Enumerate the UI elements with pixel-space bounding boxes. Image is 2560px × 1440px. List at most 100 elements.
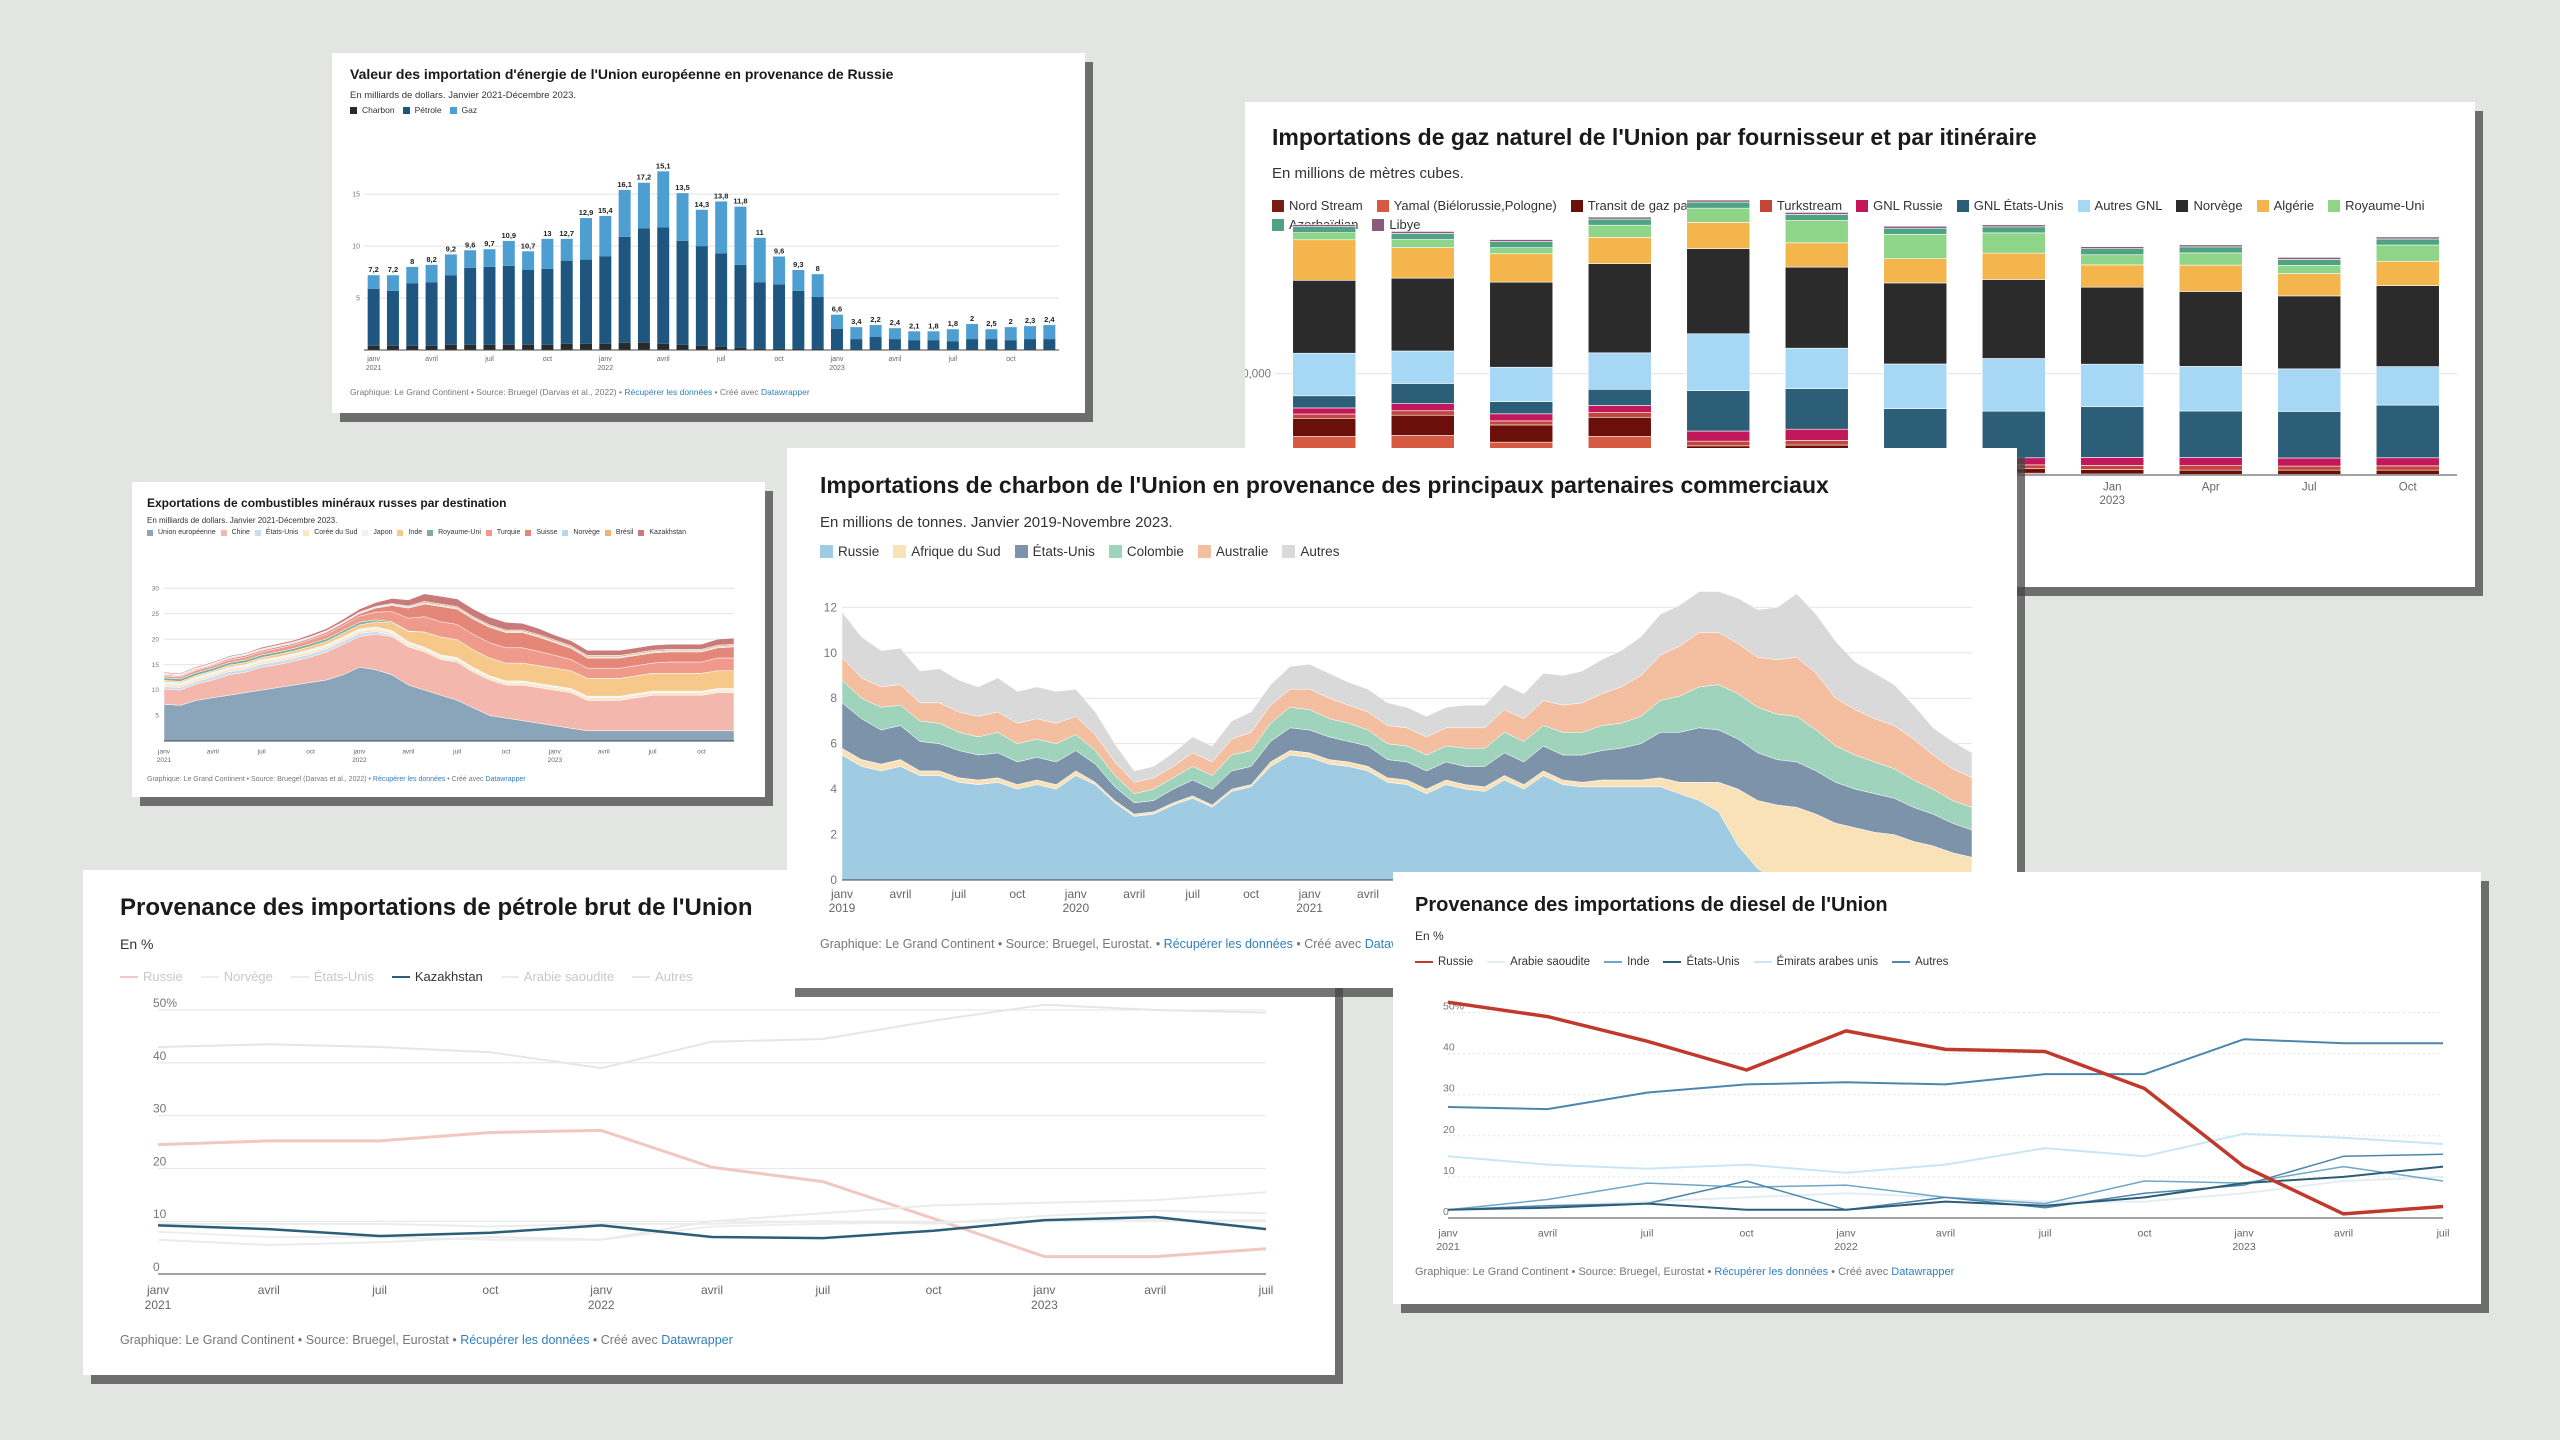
download-data-link[interactable]: Récupérer les données — [460, 1333, 590, 1347]
bar-segment — [2375, 366, 2440, 406]
x-tick-label: avril — [1123, 887, 1145, 901]
data-label: 2,4 — [890, 318, 901, 327]
legend-label: Norvège — [573, 529, 600, 536]
legend-item: Autres — [1892, 956, 1948, 968]
legend-swatch — [402, 106, 410, 114]
bar-segment — [2080, 286, 2145, 365]
legend-label: Brésil — [615, 529, 634, 536]
legend-label: Afrique du Sud — [911, 544, 1001, 559]
chart-subtitle: En % — [120, 936, 154, 952]
series-line — [157, 1191, 1267, 1246]
bar-segment — [869, 325, 882, 338]
legend-item: Libye — [1372, 215, 1420, 234]
bar-segment — [599, 256, 612, 344]
legend-swatch — [1108, 545, 1122, 558]
download-data-link[interactable]: Récupérer les données — [624, 387, 713, 397]
card-energie: Valeur des importation d'énergie de l'Un… — [332, 53, 1085, 413]
x-tick-label: juil — [257, 749, 267, 756]
bar-segment — [2375, 465, 2440, 471]
chart-footer: Graphique: Le Grand Continent • Source: … — [350, 387, 810, 397]
bar-segment — [753, 348, 766, 350]
x-tick-label: Jul — [2302, 482, 2317, 494]
legend-swatch — [1282, 545, 1296, 558]
bar-segment — [773, 284, 786, 349]
data-label: 8,2 — [426, 255, 436, 264]
datawrapper-link[interactable]: Datawrapper — [761, 387, 810, 397]
bar-segment — [2178, 469, 2243, 475]
bar-segment — [966, 339, 979, 350]
bar-segment — [850, 327, 863, 340]
series-line — [1447, 1038, 2443, 1111]
legend-swatch — [632, 975, 651, 978]
bar-segment — [1390, 231, 1455, 234]
bar-segment — [483, 266, 496, 345]
series-line — [158, 1209, 1267, 1228]
bar-segment — [1981, 252, 2046, 280]
x-tick-year: 2021 — [145, 1298, 172, 1312]
legend-label: Pétrole — [414, 105, 442, 115]
y-tick-label: 20 — [1443, 1124, 1455, 1136]
chart-title: Exportations de combustibles minéraux ru… — [147, 496, 507, 510]
bar-segment — [1292, 232, 1357, 241]
x-tick-year: 2023 — [829, 365, 845, 372]
bar-segment — [657, 343, 670, 350]
legend-swatch — [1663, 961, 1682, 963]
y-tick-label: 50,000 — [1245, 369, 1271, 381]
legend-item: Yamal (Biélorussie,Pologne) — [1376, 196, 1557, 215]
bar-segment — [2178, 244, 2243, 248]
bar-segment — [2375, 244, 2440, 262]
x-tick-label: janv — [1437, 1228, 1458, 1240]
chart-title: Valeur des importation d'énergie de l'Un… — [350, 66, 894, 82]
bar-segment — [695, 246, 708, 346]
chart-subtitle: En milliards de dollars. Janvier 2021-Dé… — [147, 516, 338, 525]
bar-segment — [2080, 248, 2145, 256]
x-tick-label: oct — [1006, 356, 1015, 363]
y-tick-label: 10 — [1443, 1165, 1455, 1177]
y-tick-label: 5 — [155, 713, 159, 720]
x-tick-label: avril — [889, 887, 911, 901]
x-tick-label: juil — [452, 749, 462, 756]
bar-segment — [2375, 238, 2440, 246]
data-label: 8 — [816, 264, 820, 273]
card-mineraux: Exportations de combustibles minéraux ru… — [132, 482, 765, 797]
legend-item: Royaume-Uni — [427, 529, 481, 536]
y-tick-label: 20 — [153, 1154, 167, 1168]
legend-swatch — [1759, 199, 1772, 212]
chart-legend: Charbon Pétrole Gaz — [350, 105, 485, 115]
legend-swatch — [397, 529, 404, 536]
download-data-link[interactable]: Récupérer les données — [1714, 1266, 1829, 1278]
x-tick-label: juil — [484, 356, 494, 363]
bar-segment — [637, 228, 650, 343]
bar-segment — [406, 266, 419, 284]
bar-segment — [1390, 350, 1455, 384]
download-data-link[interactable]: Récupérer les données — [1163, 937, 1293, 951]
bar-segment — [1390, 247, 1455, 279]
bar-segment — [406, 345, 419, 350]
legend-item: Gaz — [449, 105, 477, 115]
chart-legend: Russie Arabie saoudite Inde États-Unis Émira… — [1415, 956, 1962, 968]
bar-segment — [888, 328, 901, 340]
data-label: 10,7 — [521, 241, 536, 250]
x-tick-label: janv — [548, 749, 562, 756]
legend-label: Autres — [1300, 544, 1340, 559]
bar-segment — [1390, 233, 1455, 240]
x-tick-label: avril — [657, 356, 670, 363]
data-label: 1,8 — [948, 319, 958, 328]
bar-segment — [1292, 226, 1357, 233]
bar-segment — [406, 283, 419, 346]
x-tick-label: Jan — [2103, 482, 2122, 494]
datawrapper-link[interactable]: Datawrapper — [661, 1333, 733, 1347]
y-tick-label: 8 — [830, 691, 837, 705]
bar-segment — [1587, 218, 1652, 226]
x-tick-label: oct — [482, 1283, 499, 1297]
bar-segment — [1004, 340, 1017, 350]
datawrapper-link[interactable]: Datawrapper — [485, 776, 526, 783]
footer-text: Graphique: Le Grand Continent • Source: … — [350, 387, 625, 397]
legend-label: Australie — [1215, 544, 1269, 559]
download-data-link[interactable]: Récupérer les données — [372, 776, 446, 783]
datawrapper-link[interactable]: Datawrapper — [1891, 1266, 1955, 1278]
bar-segment — [1587, 405, 1652, 413]
chart-subtitle: En millions de mètres cubes. — [1272, 165, 1464, 182]
y-tick-label: 30 — [1443, 1083, 1455, 1095]
